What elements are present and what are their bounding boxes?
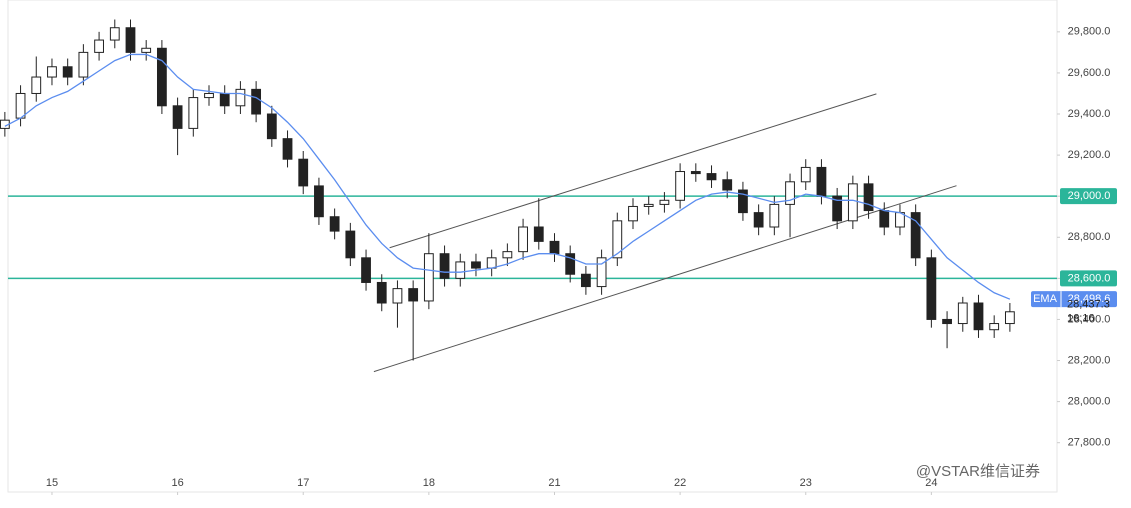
- candle-body: [109, 27, 120, 41]
- candle-body: [580, 273, 591, 288]
- candle-body: [675, 171, 686, 201]
- candle-body: [706, 173, 717, 181]
- candle-body: [800, 166, 811, 183]
- last-price: 28,437.3: [1067, 299, 1110, 311]
- candle-body: [78, 51, 89, 78]
- y-tick-label: 29,800.0: [1068, 26, 1111, 38]
- candle-body: [423, 253, 434, 302]
- candle-body: [612, 220, 623, 259]
- candle-body: [455, 261, 466, 279]
- candle-body: [314, 185, 324, 218]
- level-badge: [1060, 270, 1117, 287]
- candle-body: [832, 195, 843, 222]
- y-tick-label: 29,400.0: [1068, 108, 1111, 120]
- watermark: @VSTAR维信证券: [916, 463, 1040, 480]
- candle-body: [376, 281, 387, 304]
- candle-body: [659, 199, 670, 205]
- x-tick-label: 24: [925, 477, 937, 489]
- candle-body: [502, 251, 513, 259]
- candle-body: [156, 47, 167, 107]
- candle-body: [251, 88, 262, 115]
- candle-body: [973, 302, 984, 331]
- candle-body: [15, 92, 26, 119]
- candle-body: [879, 210, 890, 228]
- candle-body: [738, 189, 748, 214]
- plot-frame: [7, 0, 1058, 493]
- candle-body: [518, 226, 528, 253]
- y-tick-label: 28,200.0: [1068, 354, 1111, 366]
- ema-name: EMA: [1033, 293, 1058, 305]
- candle-body: [596, 257, 607, 288]
- candle-body: [816, 166, 827, 197]
- level-label: 28,600.0: [1068, 272, 1111, 284]
- candle-body: [62, 66, 73, 78]
- candle-body: [204, 92, 214, 99]
- candle-body: [1004, 311, 1015, 325]
- candle-body: [188, 97, 199, 129]
- candle-body: [565, 253, 576, 275]
- candle-body: [910, 212, 921, 259]
- candle-body: [361, 257, 371, 283]
- candle-body: [989, 323, 1000, 331]
- candle-body: [847, 183, 858, 222]
- candle-body: [219, 92, 230, 107]
- y-tick-label: 29,600.0: [1068, 67, 1111, 79]
- candle-body: [31, 76, 42, 94]
- ema-badge: [1031, 291, 1117, 308]
- y-tick-label: 28,400.0: [1068, 313, 1111, 325]
- level-badge: [1060, 188, 1117, 205]
- candle-body: [722, 179, 733, 191]
- candle-body: [628, 205, 638, 222]
- candle-body: [942, 318, 952, 325]
- countdown: 16:16: [1067, 313, 1095, 325]
- candle-body: [643, 203, 654, 207]
- candle-body: [471, 261, 481, 269]
- candle-body: [753, 212, 764, 228]
- y-tick-label: 27,800.0: [1068, 437, 1111, 449]
- candle-body: [439, 253, 450, 279]
- candle-body: [235, 88, 246, 107]
- candle-body: [345, 230, 356, 259]
- candle-body: [408, 288, 419, 302]
- candle-body: [94, 39, 104, 53]
- x-tick-label: 17: [297, 477, 309, 489]
- candle-body: [282, 138, 293, 160]
- candle-body: [690, 171, 701, 175]
- x-tick-label: 16: [171, 477, 183, 489]
- x-tick-label: 15: [46, 477, 58, 489]
- x-tick-label: 21: [548, 477, 560, 489]
- candle-body: [533, 226, 544, 242]
- candle-body: [863, 183, 874, 212]
- candle-body: [392, 288, 403, 304]
- candle-body: [769, 203, 780, 228]
- y-tick-label: 28,000.0: [1068, 396, 1111, 408]
- ema-value: 28,498.6: [1068, 293, 1111, 305]
- x-tick-label: 23: [800, 477, 812, 489]
- x-tick-label: 22: [674, 477, 686, 489]
- candle-body: [141, 47, 152, 53]
- candle-body: [957, 302, 968, 325]
- candle-body: [172, 105, 183, 129]
- level-label: 29,000.0: [1068, 190, 1111, 202]
- candle-body: [47, 66, 57, 78]
- candle-body: [549, 240, 560, 255]
- ema-line: [4, 53, 1011, 300]
- candle-body: [329, 216, 340, 232]
- candle-body: [785, 181, 795, 205]
- candle-body: [298, 158, 309, 187]
- trend-line: [389, 93, 877, 249]
- candle-body: [266, 113, 277, 140]
- x-tick-label: 18: [423, 477, 435, 489]
- y-tick-label: 29,200.0: [1068, 149, 1111, 161]
- candle-body: [926, 257, 937, 320]
- y-tick-label: 28,800.0: [1068, 231, 1111, 243]
- trend-line: [373, 185, 957, 373]
- candle-body: [486, 257, 497, 269]
- candle-body: [125, 27, 136, 53]
